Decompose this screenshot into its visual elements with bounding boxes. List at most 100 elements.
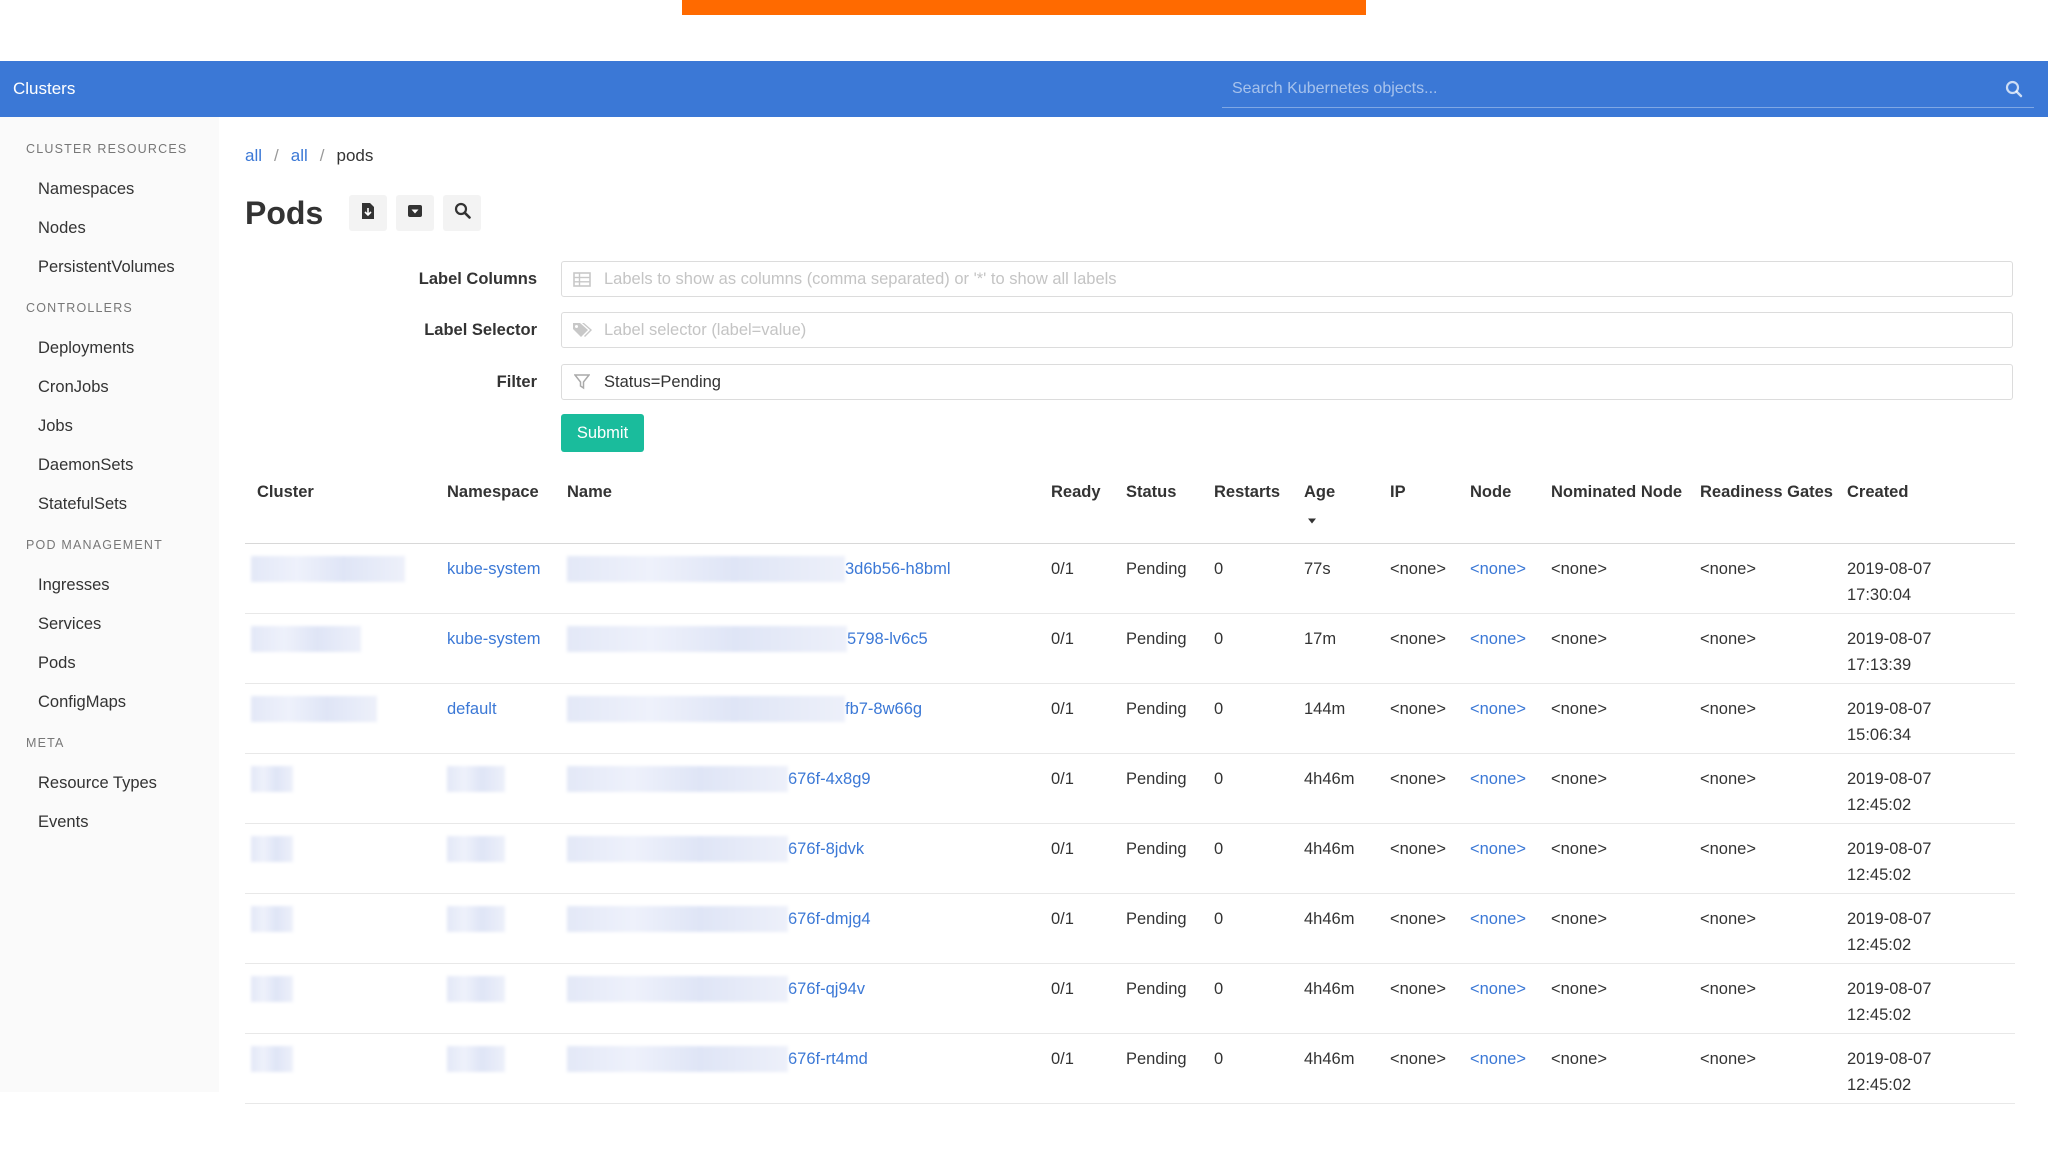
sidebar-item-services[interactable]: Services — [38, 615, 102, 633]
brand-link[interactable]: Clusters — [13, 79, 76, 98]
node-link[interactable]: <none> — [1470, 770, 1526, 788]
redacted-namespace — [447, 836, 505, 862]
column-header-name[interactable]: Name — [561, 467, 1045, 544]
column-header-status[interactable]: Status — [1120, 467, 1208, 544]
readiness-gates-cell: <none> — [1694, 1033, 1841, 1104]
name-cell: 676f-rt4md — [561, 1033, 1045, 1104]
column-header-cluster[interactable]: Cluster — [245, 467, 441, 544]
column-header-ip[interactable]: IP — [1384, 467, 1464, 544]
breadcrumb-link[interactable]: all — [245, 146, 263, 165]
sidebar-item-events[interactable]: Events — [38, 813, 89, 831]
name-cell: 676f-4x8g9 — [561, 753, 1045, 824]
sidebar-item-pods[interactable]: Pods — [38, 654, 76, 672]
node-link[interactable]: <none> — [1470, 560, 1526, 578]
ready-cell: 0/1 — [1045, 893, 1120, 964]
node-link[interactable]: <none> — [1470, 840, 1526, 858]
sidebar-item-resource-types[interactable]: Resource Types — [38, 774, 157, 792]
node-cell: <none> — [1464, 823, 1545, 894]
namespace-cell: kube-system — [441, 613, 561, 684]
readiness-gates-cell: <none> — [1694, 753, 1841, 824]
node-link[interactable]: <none> — [1470, 700, 1526, 718]
column-header-ready[interactable]: Ready — [1045, 467, 1120, 544]
sidebar-item-statefulsets[interactable]: StatefulSets — [38, 495, 127, 513]
cluster-cell — [245, 963, 441, 1034]
pod-name-link[interactable]: 5798-lv6c5 — [847, 630, 928, 648]
sidebar-group-title: POD MANAGEMENT — [26, 538, 163, 552]
redacted-cluster — [251, 626, 361, 652]
redacted-name — [567, 976, 788, 1002]
sidebar-item-namespaces[interactable]: Namespaces — [38, 180, 135, 198]
created-time: 12:45:02 — [1847, 1076, 1912, 1094]
redacted-cluster — [251, 696, 377, 722]
column-header-created[interactable]: Created — [1841, 467, 2015, 544]
node-link[interactable]: <none> — [1470, 630, 1526, 648]
search-input[interactable] — [1222, 79, 2000, 99]
search-toggle-button[interactable] — [443, 195, 481, 231]
sidebar-item-configmaps[interactable]: ConfigMaps — [38, 693, 127, 711]
redacted-cluster — [251, 836, 293, 862]
created-cell: 2019-08-07 12:45:02 — [1841, 753, 2015, 824]
node-link[interactable]: <none> — [1470, 910, 1526, 928]
column-header-restarts[interactable]: Restarts — [1208, 467, 1298, 544]
name-cell: 3d6b56-h8bml — [561, 543, 1045, 614]
pod-name-link[interactable]: fb7-8w66g — [845, 700, 923, 718]
label-columns-input[interactable] — [602, 268, 2012, 290]
namespace-link[interactable]: default — [447, 700, 497, 718]
label-selector-input[interactable] — [602, 319, 2012, 341]
filter-row: Filter — [245, 362, 2015, 402]
pod-name-link[interactable]: 676f-rt4md — [788, 1050, 868, 1068]
sidebar-item-persistentvolumes[interactable]: PersistentVolumes — [38, 258, 175, 276]
age-cell: 4h46m — [1298, 753, 1384, 824]
pod-name-link[interactable]: 676f-4x8g9 — [788, 770, 871, 788]
sort-desc-icon — [1306, 507, 1378, 533]
node-link[interactable]: <none> — [1470, 980, 1526, 998]
status-cell: Pending — [1120, 1033, 1208, 1104]
pods-table: Cluster Namespace Name Ready Status Rest… — [245, 467, 2015, 1104]
column-header-node[interactable]: Node — [1464, 467, 1545, 544]
restarts-cell: 0 — [1208, 823, 1298, 894]
cluster-cell — [245, 823, 441, 894]
namespace-cell — [441, 753, 561, 824]
readiness-gates-cell: <none> — [1694, 823, 1841, 894]
redacted-cluster — [251, 906, 293, 932]
sidebar-item-nodes[interactable]: Nodes — [38, 219, 86, 237]
node-link[interactable]: <none> — [1470, 1050, 1526, 1068]
nominated-node-cell: <none> — [1545, 543, 1694, 614]
sidebar-item-ingresses[interactable]: Ingresses — [38, 576, 110, 594]
node-cell: <none> — [1464, 1033, 1545, 1104]
readiness-gates-cell: <none> — [1694, 543, 1841, 614]
namespace-cell — [441, 1033, 561, 1104]
pod-name-link[interactable]: 676f-dmjg4 — [788, 910, 871, 928]
columns-icon — [562, 271, 602, 287]
cluster-cell — [245, 683, 441, 754]
status-cell: Pending — [1120, 683, 1208, 754]
column-header-readiness-gates[interactable]: Readiness Gates — [1694, 467, 1841, 544]
column-header-age[interactable]: Age — [1298, 467, 1384, 544]
filter-field — [561, 364, 2013, 400]
column-header-namespace[interactable]: Namespace — [441, 467, 561, 544]
submit-button[interactable]: Submit — [561, 414, 644, 452]
pod-name-link[interactable]: 676f-qj94v — [788, 980, 866, 998]
namespace-link[interactable]: kube-system — [447, 630, 541, 648]
sidebar-item-cronjobs[interactable]: CronJobs — [38, 378, 109, 396]
search-icon[interactable] — [2000, 75, 2028, 103]
pod-name-link[interactable]: 676f-8jdvk — [788, 840, 865, 858]
breadcrumb-link[interactable]: all — [290, 146, 308, 165]
download-button[interactable] — [349, 195, 387, 231]
name-cell: fb7-8w66g — [561, 683, 1045, 754]
sidebar-item-jobs[interactable]: Jobs — [38, 417, 73, 435]
created-date: 2019-08-07 — [1847, 770, 1932, 788]
redacted-name — [567, 696, 845, 722]
ip-cell: <none> — [1384, 963, 1464, 1034]
ip-cell: <none> — [1384, 613, 1464, 684]
sidebar-item-deployments[interactable]: Deployments — [38, 339, 135, 357]
pod-name-link[interactable]: 3d6b56-h8bml — [845, 560, 951, 578]
namespace-link[interactable]: kube-system — [447, 560, 541, 578]
redacted-cluster — [251, 976, 293, 1002]
sidebar-item-daemonsets[interactable]: DaemonSets — [38, 456, 134, 474]
filter-input[interactable] — [602, 371, 2012, 393]
dropdown-button[interactable] — [396, 195, 434, 231]
created-cell: 2019-08-07 12:45:02 — [1841, 893, 2015, 964]
column-header-nominated-node[interactable]: Nominated Node — [1545, 467, 1694, 544]
ready-cell: 0/1 — [1045, 1033, 1120, 1104]
